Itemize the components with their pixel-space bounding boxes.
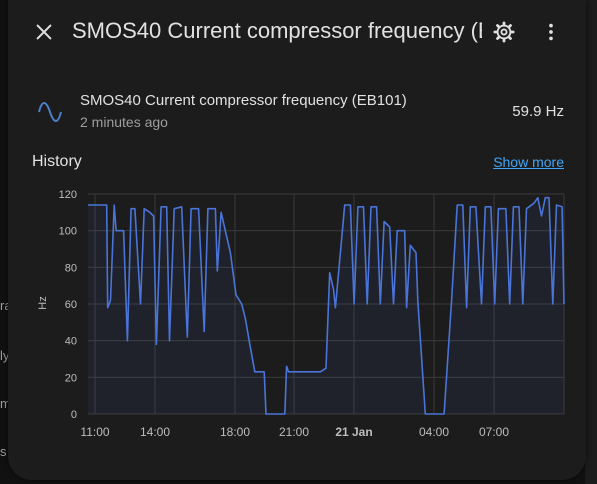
more-info-dialog: SMOS40 Current compressor frequency (EB1… (8, 0, 586, 480)
background-text: m (0, 396, 11, 411)
y-axis-label: Hz (37, 296, 49, 309)
x-tick-label: 04:00 (419, 425, 449, 439)
background-text: ly (0, 348, 10, 363)
close-icon (36, 24, 52, 40)
x-tick-label: 21:00 (279, 425, 309, 439)
x-tick-label: 11:00 (80, 425, 109, 439)
y-tick-label: 40 (65, 336, 77, 348)
close-button[interactable] (24, 12, 64, 52)
history-heading: History (32, 153, 82, 170)
x-tick-label: 07:00 (479, 425, 509, 439)
settings-button[interactable] (484, 12, 524, 52)
y-tick-label: 120 (59, 189, 77, 201)
y-tick-label: 20 (65, 372, 77, 384)
y-tick-label: 0 (71, 409, 77, 421)
y-tick-label: 80 (65, 262, 77, 274)
entity-name: SMOS40 Current compressor frequency (EB1… (80, 92, 407, 109)
x-tick-label: 18:00 (220, 425, 250, 439)
x-tick-label: 21 Jan (335, 425, 372, 439)
sine-wave-icon (38, 102, 62, 122)
background-panel (585, 0, 597, 484)
dialog-header: SMOS40 Current compressor frequency (EB1… (8, 0, 586, 64)
background-text: s (0, 444, 7, 459)
history-chart[interactable]: 0 20 40 60 80 100 120 11:00 14:00 18:00 21:00 21 J… (8, 180, 586, 450)
dialog-title: SMOS40 Current compressor frequency (EB1… (72, 18, 482, 43)
background-text: ra (0, 298, 12, 313)
series-line (88, 196, 565, 415)
last-changed: 2 minutes ago (80, 114, 168, 130)
show-more-link[interactable]: Show more (493, 154, 564, 170)
entity-row[interactable]: SMOS40 Current compressor frequency (EB1… (32, 88, 566, 136)
y-tick-label: 100 (59, 226, 77, 238)
x-tick-label: 14:00 (140, 425, 170, 439)
y-tick-label: 60 (65, 299, 77, 311)
more-options-button[interactable] (531, 12, 571, 52)
gear-icon (493, 21, 515, 43)
more-vert-icon (549, 23, 553, 41)
entity-state: 59.9 Hz (512, 103, 564, 120)
